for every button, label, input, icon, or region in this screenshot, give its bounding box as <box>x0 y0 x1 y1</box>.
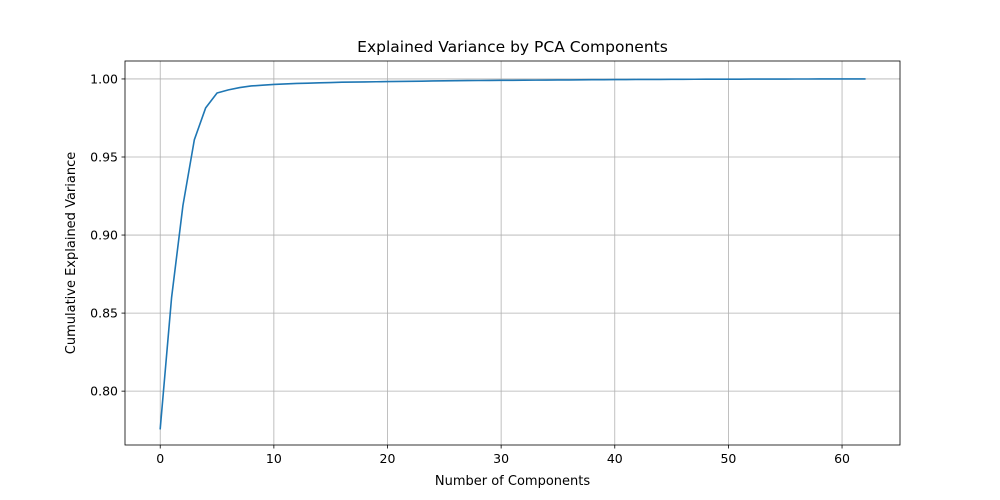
axes-frame <box>124 60 901 446</box>
plot-area: 0 10 20 30 40 50 60 0.80 0.85 0.90 0.95 1.00 <box>90 60 901 466</box>
x-tick-label: 10 <box>266 451 282 466</box>
x-axis-label: Number of Components <box>435 474 590 489</box>
x-tick-label: 60 <box>834 451 850 466</box>
y-tick-label: 0.80 <box>90 384 118 399</box>
y-tick-label: 0.95 <box>90 150 118 165</box>
x-tick-label: 20 <box>380 451 396 466</box>
y-tick-label: 1.00 <box>90 71 118 86</box>
x-tick-label: 30 <box>493 451 509 466</box>
chart-title: Explained Variance by PCA Components <box>357 38 668 56</box>
y-tick-label: 0.85 <box>90 306 118 321</box>
x-tick-label: 0 <box>156 451 164 466</box>
y-tick-label: 0.90 <box>90 228 118 243</box>
y-axis-label: Cumulative Explained Variance <box>64 152 79 354</box>
x-tick-label: 50 <box>720 451 736 466</box>
x-tick-label: 40 <box>607 451 623 466</box>
series-line <box>159 78 866 430</box>
